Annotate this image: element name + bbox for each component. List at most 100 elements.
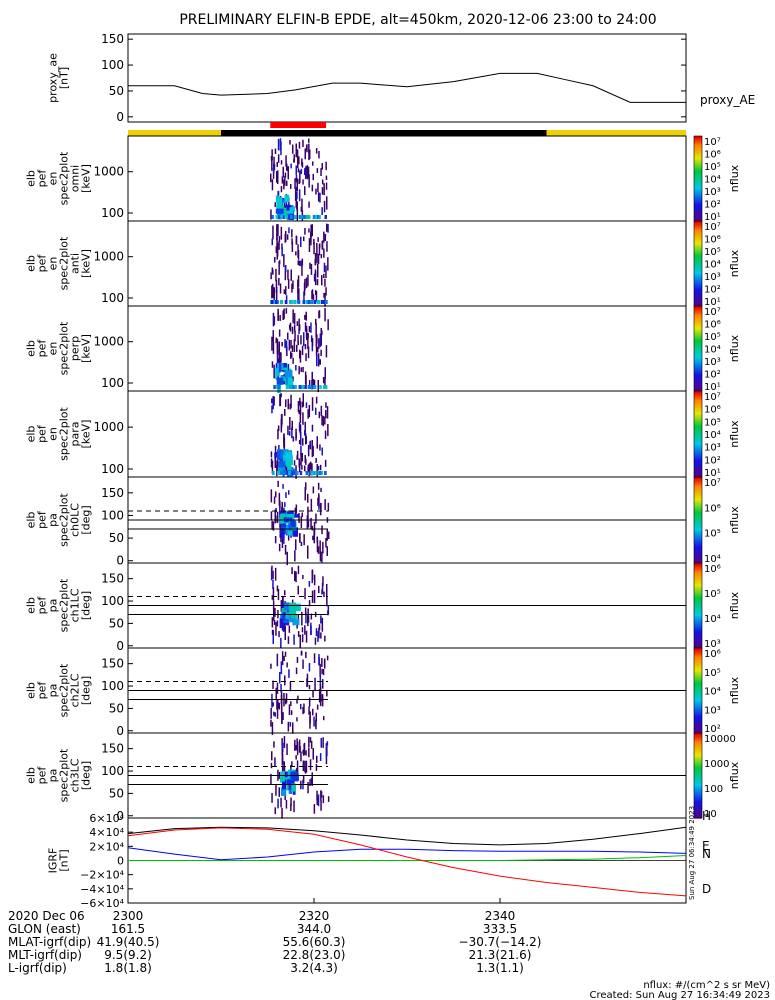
spec-perp-pixel bbox=[304, 344, 307, 350]
proxy-ae-frame bbox=[127, 33, 687, 123]
spec-anti-pixel bbox=[275, 290, 278, 303]
spec-para-colorbar-step bbox=[694, 427, 702, 431]
spec-ch2LC-colorbar-step bbox=[694, 724, 702, 728]
spec-perp-pixel bbox=[298, 318, 300, 329]
spec-omni-pixel bbox=[325, 161, 327, 171]
spec-anti-colorbar-step bbox=[694, 286, 702, 290]
spec-omni-pixel bbox=[315, 148, 318, 154]
spec-perp-pixel bbox=[315, 343, 318, 357]
spec-perp-core bbox=[284, 370, 293, 379]
spec-anti-pixel bbox=[272, 283, 274, 298]
spec-ch1LC-cbar-ticklabel: 10⁶ bbox=[704, 564, 721, 575]
spec-anti-colorbar-step bbox=[694, 240, 702, 243]
spec-perp-core bbox=[276, 367, 280, 377]
spec-ch0LC-colorbar-step bbox=[694, 492, 702, 495]
spec-ch3LC-colorbar-step bbox=[694, 750, 702, 753]
spec-ch1LC-pixel bbox=[297, 631, 300, 637]
spec-anti-yticklabel: 100 bbox=[101, 291, 124, 305]
spec-ch3LC-pixel bbox=[308, 747, 310, 758]
spec-perp-panel: 1000100elbpefenspec2plotperp[keV]10⁷10⁶1… bbox=[25, 305, 741, 394]
spec-omni-pixel bbox=[317, 182, 319, 193]
spec-para-colorbar-step bbox=[694, 410, 702, 414]
spec-ch2LC-pixel bbox=[319, 674, 322, 687]
spec-ch3LC-pixel bbox=[271, 751, 273, 761]
spec-ch0LC-pixel bbox=[321, 525, 323, 535]
spec-anti-pixel bbox=[295, 235, 298, 245]
spec-omni-pixel bbox=[308, 174, 310, 188]
spec-perp-pixel bbox=[310, 335, 313, 342]
spec-perp-colorbar-step bbox=[694, 335, 702, 339]
spec-anti-pixel bbox=[301, 263, 303, 276]
spec-perp-pixel bbox=[301, 345, 304, 356]
spec-ch0LC-colorbar-step bbox=[694, 530, 702, 534]
spec-anti-cbar-ticklabel: 10⁵ bbox=[704, 247, 721, 258]
spec-para-pixel bbox=[301, 452, 303, 462]
spec-perp-pixel bbox=[320, 335, 322, 346]
spec-ch3LC-colorbar-step bbox=[694, 745, 702, 749]
footer-created: Created: Sun Aug 27 16:34:49 2023 bbox=[590, 990, 770, 1000]
spec-anti-pixel bbox=[321, 275, 323, 286]
spec-anti-colorbar-step bbox=[694, 250, 702, 254]
spec-omni-pixel bbox=[289, 140, 291, 145]
spec-ch2LC-colorbar-step bbox=[694, 648, 702, 651]
spec-omni-colorbar-step bbox=[694, 157, 702, 160]
spec-omni-pixel bbox=[316, 168, 319, 173]
spec-ch2LC-colorbar-step bbox=[694, 718, 702, 721]
spec-omni-pixel bbox=[293, 154, 295, 163]
spec-anti-colorbar-step bbox=[694, 301, 702, 305]
spec-ch1LC-pixel bbox=[322, 576, 324, 586]
spec-para-pixel bbox=[324, 416, 326, 425]
spec-perp-cbar-ticklabel: 10² bbox=[704, 370, 721, 381]
spec-anti-lowband bbox=[316, 300, 320, 304]
spec-omni-pixel bbox=[297, 168, 300, 173]
spec-ch2LC-colorbar: 10⁶ 10⁵ 10⁴ 10³ 10² nflux bbox=[693, 647, 741, 735]
spec-ch0LC-colorbar-step bbox=[694, 545, 702, 549]
spec-ch2LC-cbar-ticklabel: 10⁴ bbox=[704, 687, 721, 698]
spec-ch1LC-core bbox=[291, 614, 297, 619]
spec-anti-pixel bbox=[305, 277, 308, 289]
spec-ch3LC-pixel bbox=[320, 790, 322, 801]
spec-omni-lowband bbox=[305, 215, 309, 219]
spec-ch2LC-colorbar-step bbox=[694, 658, 702, 662]
spec-omni-colorbar-step bbox=[694, 138, 702, 141]
spec-perp-cbar-ticklabel: 10⁷ bbox=[704, 307, 721, 318]
spec-anti-colorbar-step bbox=[694, 227, 702, 231]
spec-para-colorbar-step bbox=[694, 474, 702, 478]
spec-omni-colorbar-step bbox=[694, 180, 702, 184]
spec-ch0LC-pixel bbox=[300, 541, 303, 546]
spec-para-pixel bbox=[273, 396, 275, 406]
spec-para-pixel bbox=[276, 460, 278, 469]
spec-anti-pixel bbox=[291, 283, 293, 293]
spec-para-pixel bbox=[299, 401, 301, 406]
spec-ch2LC-pixel bbox=[290, 701, 292, 706]
spec-ch0LC-pixel bbox=[295, 539, 297, 551]
spec-omni-lowband bbox=[271, 215, 274, 219]
spec-omni-colorbar-step bbox=[694, 146, 702, 150]
spec-perp-pixel bbox=[298, 328, 300, 335]
spec-para-core bbox=[285, 451, 292, 461]
spec-ch0LC-pixel bbox=[273, 496, 276, 504]
spec-anti-colorbar-step bbox=[694, 263, 702, 267]
spec-anti-pixel bbox=[274, 257, 276, 263]
spec-ch3LC-pixel bbox=[309, 737, 312, 743]
spec-perp-ylabel-5: [keV] bbox=[80, 334, 93, 363]
xrow-0-val-2: 2340 bbox=[485, 909, 516, 923]
spec-ch0LC-pixel bbox=[317, 546, 320, 554]
spec-para-pixel bbox=[277, 425, 280, 431]
spec-para-pixel bbox=[311, 424, 314, 432]
spec-para-pixel bbox=[272, 396, 274, 410]
spec-ch1LC-pixel bbox=[304, 625, 306, 635]
spec-omni-pixel bbox=[296, 201, 298, 210]
spec-ch0LC-ylabel-4: ch0LC bbox=[69, 503, 82, 537]
spec-ch0LC-pixel bbox=[272, 521, 275, 531]
spec-ch2LC-pixel bbox=[318, 654, 320, 666]
spec-ch0LC-colorbar-step bbox=[694, 502, 702, 506]
spec-omni-pixel bbox=[323, 183, 325, 196]
spec-ch1LC-pixel bbox=[305, 630, 308, 643]
spec-para-colorbar-step bbox=[694, 395, 702, 399]
spec-perp-frame bbox=[127, 305, 687, 392]
spec-ch0LC-pixel bbox=[298, 513, 300, 524]
spec-para-lowband bbox=[293, 471, 296, 475]
spec-omni-colorbar-step bbox=[694, 142, 702, 146]
